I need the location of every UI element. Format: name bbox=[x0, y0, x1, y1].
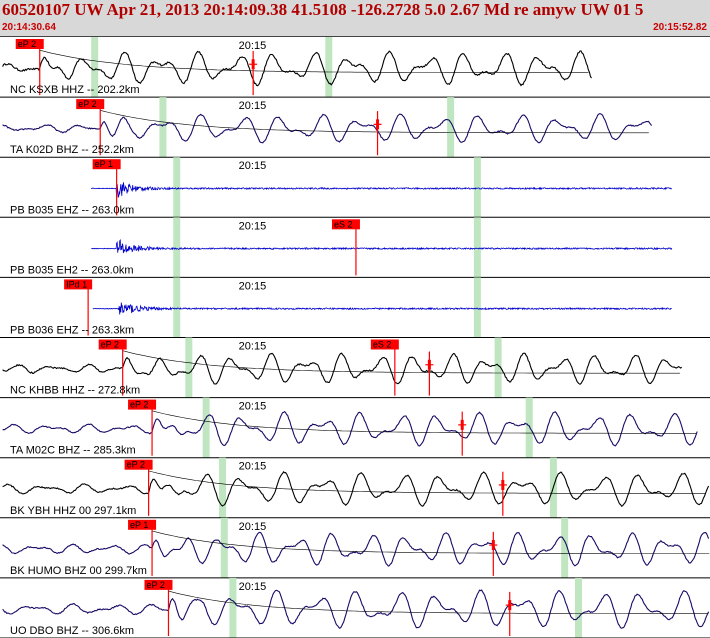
pick-flag-3-0 bbox=[331, 219, 360, 230]
pick-label-8-0: eP 1 bbox=[130, 520, 148, 530]
waveform-6 bbox=[2, 410, 698, 447]
pick-mark-1-1 bbox=[376, 119, 380, 130]
waveform-7 bbox=[2, 470, 710, 507]
pick-flag-7-0 bbox=[124, 459, 153, 470]
time-tick-4: 20:15 bbox=[239, 280, 267, 292]
window-2-0 bbox=[173, 157, 181, 218]
window-6-1 bbox=[525, 397, 533, 458]
window-6-0 bbox=[202, 397, 210, 458]
pick-flag-0-0 bbox=[15, 39, 44, 49]
pick-label-9-0: eP 2 bbox=[146, 580, 164, 590]
waveform-8 bbox=[2, 531, 710, 567]
pick-label-7-0: eP 2 bbox=[127, 460, 145, 470]
pick-label-1-0: eP 2 bbox=[78, 99, 96, 109]
time-tick-5: 20:15 bbox=[239, 341, 267, 353]
trace-label-2: PB B035 EHZ -- 263.0km bbox=[10, 204, 134, 216]
waveform-4 bbox=[92, 302, 672, 315]
waveform-9 bbox=[2, 589, 710, 629]
trace-label-8: BK HUMO BHZ 00 299.7km bbox=[10, 565, 147, 577]
pick-mark-7-1 bbox=[501, 479, 505, 490]
window-5-0 bbox=[185, 337, 193, 398]
window-end-time: 20:15:52.82 bbox=[653, 22, 707, 33]
pick-flag-4-0 bbox=[64, 279, 93, 290]
window-8-1 bbox=[561, 517, 569, 578]
window-9-0 bbox=[229, 577, 237, 638]
coda-curve-6 bbox=[152, 410, 697, 434]
window-1-0 bbox=[159, 97, 167, 158]
pick-mark-6-1 bbox=[460, 419, 464, 430]
window-4-0 bbox=[173, 277, 181, 338]
time-tick-8: 20:15 bbox=[239, 521, 267, 533]
seismogram-traces: 20:15 eP 2 NC KSXB HHZ -- 202.2km 20:15 eP 2… bbox=[0, 37, 710, 638]
trace-label-3: PB B035 EH2 -- 263.0km bbox=[10, 264, 134, 276]
pick-label-0-0: eP 2 bbox=[18, 39, 36, 49]
window-9-1 bbox=[574, 577, 582, 638]
time-tick-3: 20:15 bbox=[239, 220, 267, 232]
pick-label-3-0: eS 2 bbox=[334, 219, 353, 229]
coda-curve-0 bbox=[39, 49, 589, 73]
pick-mark-5-2 bbox=[427, 359, 431, 370]
time-tick-2: 20:15 bbox=[239, 160, 267, 172]
pick-label-5-0: eP 2 bbox=[101, 340, 119, 350]
coda-curve-8 bbox=[152, 530, 710, 554]
event-title: 60520107 UW Apr 21, 2013 20:14:09.38 41.… bbox=[2, 0, 644, 19]
pick-label-2-0: eP 1 bbox=[95, 159, 113, 169]
pick-label-6-0: eP 2 bbox=[130, 400, 148, 410]
pick-flag-1-0 bbox=[76, 99, 105, 110]
time-tick-9: 20:15 bbox=[239, 581, 267, 593]
waveform-1 bbox=[2, 112, 653, 144]
pick-flag-6-0 bbox=[128, 399, 157, 410]
time-tick-6: 20:15 bbox=[239, 401, 267, 413]
window-5-1 bbox=[494, 337, 502, 398]
waveform-5 bbox=[2, 352, 683, 385]
pick-flag-8-0 bbox=[128, 519, 157, 530]
pick-flag-9-0 bbox=[144, 579, 173, 590]
trace-label-4: PB B036 EHZ -- 263.3km bbox=[10, 325, 134, 337]
trace-label-7: BK YBH HHZ 00 297.1km bbox=[10, 505, 136, 517]
trace-label-0: NC KSXB HHZ -- 202.2km bbox=[10, 84, 140, 96]
window-0-1 bbox=[325, 37, 333, 98]
pick-flag-2-0 bbox=[92, 159, 121, 170]
pick-flag-5-0 bbox=[98, 339, 127, 350]
window-1-1 bbox=[447, 97, 455, 158]
event-header: 60520107 UW Apr 21, 2013 20:14:09.38 41.… bbox=[0, 0, 710, 37]
trace-label-9: UO DBO BHZ -- 306.6km bbox=[10, 625, 134, 637]
trace-label-5: NC KHBB HHZ -- 272.8km bbox=[10, 385, 140, 397]
window-2-1 bbox=[473, 157, 481, 218]
trace-label-6: TA M02C BHZ -- 285.3km bbox=[10, 445, 136, 457]
pick-mark-8-1 bbox=[491, 540, 495, 551]
pick-mark-0-1 bbox=[251, 59, 255, 70]
waveform-2 bbox=[91, 182, 672, 199]
window-4-1 bbox=[473, 277, 481, 338]
pick-label-4-0: IPd 1 bbox=[66, 279, 87, 289]
window-3-1 bbox=[473, 217, 481, 278]
pick-flag-5-1 bbox=[370, 339, 399, 350]
window-start-time: 20:14:30.64 bbox=[2, 22, 56, 33]
coda-curve-1 bbox=[100, 110, 649, 134]
waveform-3 bbox=[91, 238, 673, 254]
time-tick-0: 20:15 bbox=[239, 40, 267, 52]
coda-curve-7 bbox=[148, 470, 706, 494]
coda-curve-9 bbox=[168, 590, 709, 614]
window-7-0 bbox=[219, 457, 227, 518]
waveform-0 bbox=[2, 50, 592, 87]
time-tick-7: 20:15 bbox=[239, 461, 267, 473]
pick-label-5-1: eS 2 bbox=[373, 340, 392, 350]
coda-curve-5 bbox=[122, 350, 680, 374]
window-3-0 bbox=[173, 217, 181, 278]
window-8-0 bbox=[220, 517, 228, 578]
trace-label-1: TA K02D BHZ -- 252.2km bbox=[10, 144, 134, 156]
window-0-0 bbox=[91, 37, 99, 98]
pick-mark-9-1 bbox=[508, 600, 512, 611]
time-tick-1: 20:15 bbox=[239, 100, 267, 112]
